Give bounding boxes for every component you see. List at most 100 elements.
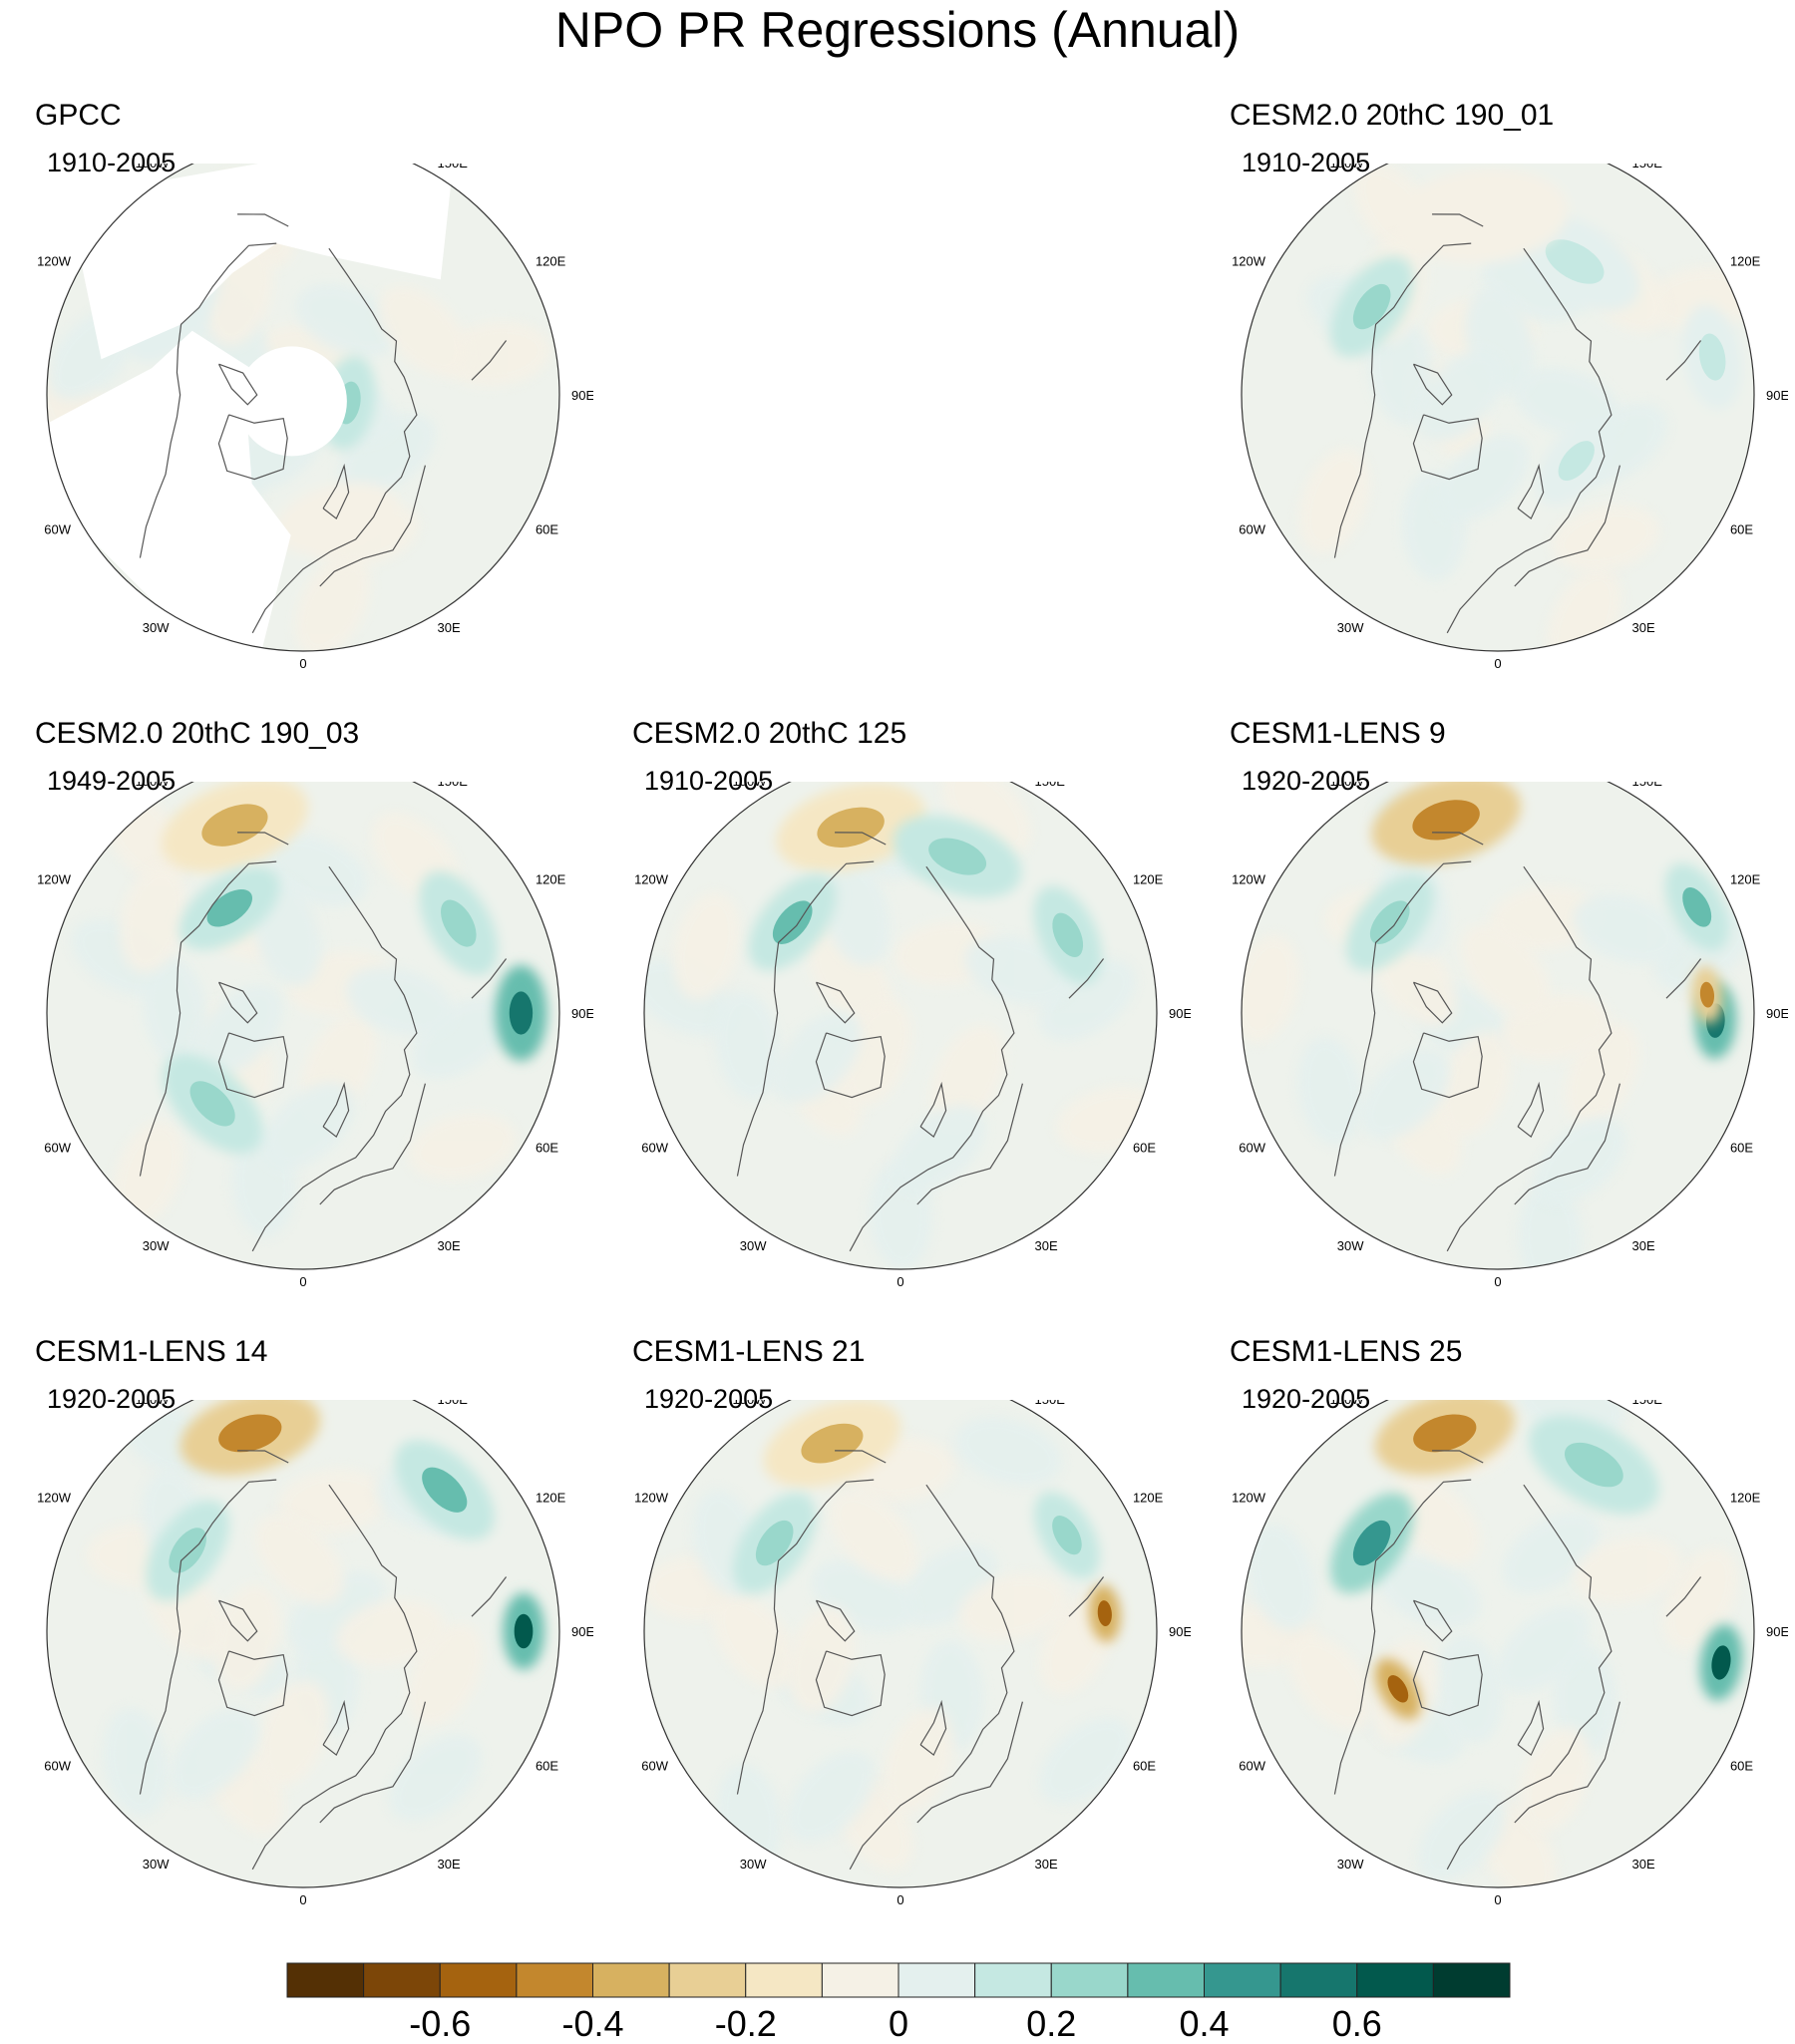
panel-cesm1-lens-25: CESM1-LENS 251920-2005180150E120E90E60E3… bbox=[1230, 1332, 1788, 1930]
anomaly-core bbox=[422, 1467, 468, 1513]
panel-title: CESM1-LENS 14 bbox=[35, 1335, 268, 1368]
longitude-label: 30W bbox=[1337, 1238, 1364, 1253]
longitude-label: 30E bbox=[1632, 1857, 1655, 1872]
anomaly-core bbox=[817, 807, 885, 848]
coastline bbox=[217, 1650, 288, 1717]
coastline bbox=[217, 1599, 258, 1642]
anomaly-core bbox=[1699, 981, 1715, 1008]
longitude-label: 0 bbox=[897, 1892, 903, 1907]
longitude-label: 120W bbox=[1232, 872, 1266, 887]
anomaly-core bbox=[1369, 900, 1410, 944]
longitude-label: 120E bbox=[536, 872, 566, 887]
colorbar-swatch bbox=[1279, 1962, 1358, 1998]
longitude-label: 60W bbox=[641, 1759, 668, 1774]
coastline bbox=[322, 463, 350, 520]
colorbar-tick-label: 0 bbox=[888, 2003, 909, 2044]
map-boundary bbox=[643, 1400, 1158, 1888]
ocean-mask bbox=[47, 330, 291, 651]
longitude-label: 60E bbox=[1730, 1141, 1753, 1156]
longitude-label: 30E bbox=[1632, 620, 1655, 635]
coastline bbox=[919, 1081, 947, 1139]
coastline bbox=[1412, 1650, 1483, 1717]
longitude-label: 90E bbox=[571, 1006, 593, 1021]
longitude-label: 60W bbox=[44, 1141, 71, 1156]
panel-title: CESM1-LENS 21 bbox=[632, 1335, 866, 1368]
anomaly-core bbox=[509, 991, 534, 1035]
longitude-label: 30E bbox=[1035, 1238, 1058, 1253]
longitude-label: 60E bbox=[1133, 1759, 1156, 1774]
longitude-label: 150W bbox=[1330, 782, 1365, 789]
coastline bbox=[471, 1576, 508, 1617]
panel-cesm1-lens-14: CESM1-LENS 141920-2005180150E120E90E60E3… bbox=[35, 1332, 593, 1930]
colorbar-swatch bbox=[745, 1962, 823, 1998]
coastline bbox=[322, 1081, 350, 1139]
map-field bbox=[644, 782, 1157, 1269]
longitude-label: 150E bbox=[1632, 1400, 1663, 1407]
longitude-label: 120E bbox=[536, 254, 566, 269]
longitude-label: 30W bbox=[1337, 620, 1364, 635]
coastline bbox=[139, 860, 277, 1177]
coastline bbox=[1412, 363, 1453, 406]
polar-map: 180150E120E90E60E30E030W60W90W120W150W bbox=[1230, 164, 1788, 671]
coastline bbox=[217, 414, 288, 481]
anomaly-core bbox=[1545, 239, 1605, 284]
panel-title: CESM2.0 20thC 190_01 bbox=[1230, 99, 1555, 132]
longitude-label: 150E bbox=[1632, 782, 1663, 789]
coastline bbox=[471, 958, 508, 999]
longitude-label: 60W bbox=[641, 1141, 668, 1156]
colorbar-tick-label: 0.2 bbox=[1026, 2003, 1077, 2044]
coastline bbox=[1514, 1701, 1620, 1824]
coastline bbox=[319, 1083, 426, 1205]
map-boundary bbox=[46, 782, 560, 1270]
longitude-label: 30E bbox=[1632, 1238, 1655, 1253]
coastline bbox=[319, 1701, 426, 1824]
anomaly-core bbox=[1558, 441, 1595, 482]
anomaly-core bbox=[1564, 1442, 1623, 1488]
longitude-label: 120W bbox=[1232, 254, 1266, 269]
longitude-label: 90W bbox=[1230, 1006, 1231, 1021]
anomaly-core bbox=[1443, 194, 1522, 238]
map-field bbox=[1242, 782, 1754, 1269]
longitude-label: 0 bbox=[299, 1892, 306, 1907]
longitude-label: 0 bbox=[1494, 656, 1501, 671]
longitude-label: 90W bbox=[35, 1624, 36, 1639]
longitude-label: 30W bbox=[143, 1238, 170, 1253]
longitude-label: 150E bbox=[1035, 1400, 1066, 1407]
coastline bbox=[1665, 958, 1702, 999]
colorbar-swatch bbox=[668, 1962, 747, 1998]
longitude-label: 60E bbox=[1730, 1759, 1753, 1774]
anomaly-core bbox=[1413, 1414, 1477, 1453]
anomaly-core bbox=[441, 899, 477, 947]
colorbar-swatch bbox=[821, 1962, 899, 1998]
coastline bbox=[1068, 1576, 1105, 1617]
map-boundary bbox=[643, 782, 1158, 1270]
longitude-label: 60E bbox=[1133, 1141, 1156, 1156]
longitude-label: 0 bbox=[897, 1274, 903, 1289]
colorbar-tick-label: -0.6 bbox=[409, 2003, 472, 2044]
anomaly-core bbox=[755, 1520, 794, 1566]
map-boundary bbox=[1241, 1400, 1755, 1888]
coastline bbox=[1446, 247, 1613, 634]
coastline bbox=[217, 363, 258, 406]
colorbar-swatch bbox=[1050, 1962, 1129, 1998]
coastline bbox=[139, 1479, 277, 1795]
coastline bbox=[815, 1032, 886, 1099]
map-field bbox=[1242, 1400, 1754, 1887]
longitude-label: 120E bbox=[1730, 254, 1761, 269]
colorbar-swatch bbox=[592, 1962, 670, 1998]
ocean-mask bbox=[236, 346, 347, 457]
panel-title: GPCC bbox=[35, 99, 122, 132]
longitude-label: 120E bbox=[1133, 872, 1164, 887]
map-boundary bbox=[46, 1400, 560, 1888]
coastline bbox=[815, 1599, 856, 1642]
coastline bbox=[916, 1701, 1023, 1824]
longitude-label: 30E bbox=[438, 620, 461, 635]
longitude-label: 90W bbox=[35, 1006, 36, 1021]
longitude-label: 150E bbox=[1035, 782, 1066, 789]
coastline bbox=[1446, 1484, 1613, 1871]
colorbar-swatch bbox=[1127, 1962, 1205, 1998]
colorbar-tick-label: -0.2 bbox=[714, 2003, 777, 2044]
panel-period: 1920-2005 bbox=[1242, 766, 1371, 796]
longitude-label: 30W bbox=[740, 1238, 767, 1253]
coastline bbox=[835, 832, 887, 846]
